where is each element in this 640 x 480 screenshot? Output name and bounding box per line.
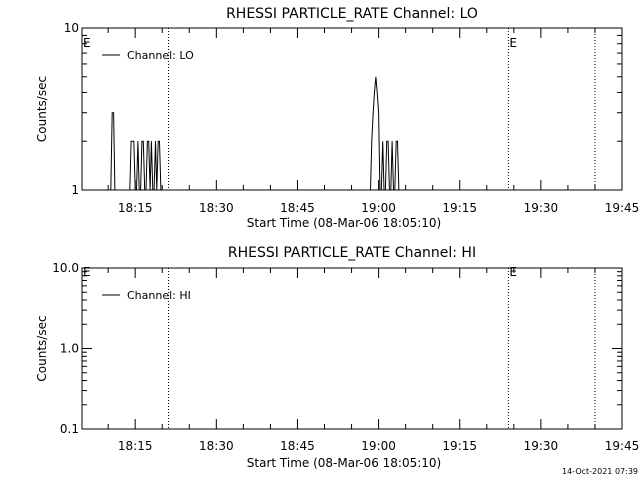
event-marker-label: E [509, 36, 517, 50]
y-tick-label: 10 [64, 21, 79, 35]
y-axis-label: Counts/sec [35, 76, 49, 142]
x-tick-label: 19:45 [605, 439, 640, 453]
x-axis-label: Start Time (08-Mar-06 18:05:10) [247, 216, 441, 230]
y-tick-label: 1 [71, 183, 79, 197]
x-tick-label: 19:45 [605, 201, 640, 215]
event-marker-label: E [83, 36, 91, 50]
chart-title: RHESSI PARTICLE_RATE Channel: LO [226, 6, 478, 22]
x-tick-label: 19:15 [442, 201, 477, 215]
footer-timestamp: 14-Oct-2021 07:39 [562, 467, 638, 476]
x-tick-label: 19:00 [361, 201, 396, 215]
chart-title: RHESSI PARTICLE_RATE Channel: HI [228, 245, 476, 261]
legend-entry: Channel: HI [127, 289, 191, 302]
y-tick-label: 10.0 [52, 261, 79, 275]
y-tick-label: 1.0 [60, 342, 79, 356]
y-tick-label: 0.1 [60, 422, 79, 436]
y-axis-ticks [82, 271, 622, 430]
chart-panel-1: RHESSI PARTICLE_RATE Channel: HI 0.1 1.0 10… [35, 245, 639, 470]
x-tick-label: 19:30 [524, 201, 559, 215]
y-axis-ticks [82, 34, 622, 191]
x-tick-label: 18:45 [280, 439, 315, 453]
legend-entry: Channel: LO [127, 49, 194, 62]
x-tick-label: 18:45 [280, 201, 315, 215]
x-tick-label: 18:30 [199, 439, 234, 453]
chart-panel-0: RHESSI PARTICLE_RATE Channel: LO 1 10 Count… [35, 6, 639, 230]
x-tick-label: 19:00 [361, 439, 396, 453]
x-tick-label: 18:30 [199, 201, 234, 215]
x-tick-label: 19:30 [524, 439, 559, 453]
x-tick-label: 19:15 [442, 439, 477, 453]
x-tick-label: 18:15 [118, 439, 153, 453]
y-axis-label: Counts/sec [35, 315, 49, 381]
event-marker-label: E [83, 265, 91, 279]
x-axis-label: Start Time (08-Mar-06 18:05:10) [247, 456, 441, 470]
x-tick-label: 18:15 [118, 201, 153, 215]
event-marker-label: E [509, 265, 517, 279]
series-line-0 [110, 76, 405, 191]
